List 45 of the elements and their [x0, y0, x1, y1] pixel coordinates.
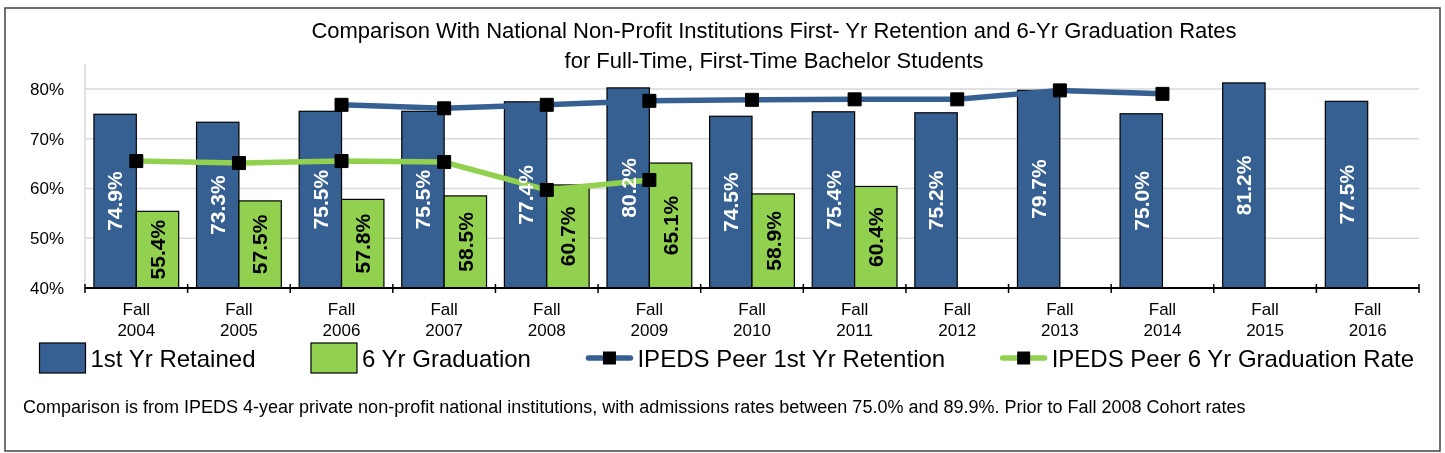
- legend-label: IPEDS Peer 6 Yr Graduation Rate: [1051, 344, 1415, 372]
- x-tick-label: Fall 2015: [1246, 300, 1284, 340]
- data-label: 60.4%: [864, 207, 888, 267]
- data-label: 60.7%: [556, 206, 580, 267]
- data-label: 58.9%: [761, 210, 785, 271]
- data-label: 75.5%: [308, 169, 332, 230]
- x-tick-label: Fall 2011: [836, 300, 873, 340]
- text: Comparison is from IPEDS 4-year private non-profit national institutions, with admissions rates between 75.0% and 89.9%. Prior to Fall 2008 Cohort rates: [23, 397, 1246, 417]
- data-label: 57.5%: [248, 214, 272, 275]
- data-label: 73.3%: [206, 175, 230, 235]
- x-tick-label: Fall 2005: [220, 300, 258, 340]
- data-label: 77.4%: [513, 164, 537, 225]
- data-label: 74.9%: [103, 171, 127, 231]
- data-label: 75.4%: [821, 169, 845, 230]
- x-tick-label: Fall 2006: [322, 300, 361, 340]
- x-tick-label: Fall 2013: [1040, 300, 1079, 340]
- data-label: 81.2%: [1232, 155, 1256, 216]
- legend-label: 1st Yr Retained: [90, 344, 256, 372]
- data-label: 55.4%: [145, 219, 169, 280]
- x-tick-label: Fall 2016: [1348, 300, 1387, 340]
- data-label: 80.2%: [616, 157, 640, 218]
- x-tick-label: Fall 2012: [938, 300, 977, 340]
- y-tick-label: 60%: [29, 179, 64, 199]
- x-tick-label: Fall 2009: [630, 300, 669, 340]
- y-tick-label: 50%: [29, 229, 64, 249]
- x-tick-label: Fall 2014: [1143, 300, 1182, 340]
- y-tick-label: 70%: [29, 129, 64, 149]
- chart-title: Comparison With National Non-Profit Institutions First- Yr Retention and 6-Yr Graduation Rates for Full-Time, First-Time Bachelor Students: [311, 18, 1237, 73]
- legend-label: IPEDS Peer 1st Yr Retention: [637, 344, 946, 372]
- x-tick-label: Fall 2008: [527, 300, 566, 340]
- data-label: 75.2%: [924, 170, 948, 231]
- y-tick-label: 40%: [29, 278, 64, 298]
- data-label: 75.0%: [1129, 170, 1153, 231]
- data-label: 74.5%: [719, 172, 743, 232]
- data-label: 79.7%: [1027, 159, 1051, 219]
- legend-label: 6 Yr Graduation: [361, 344, 531, 372]
- data-label: 57.8%: [351, 213, 375, 274]
- x-tick-label: Fall 2010: [733, 300, 771, 340]
- data-label: 65.1%: [658, 195, 682, 256]
- y-tick-label: 80%: [29, 79, 64, 99]
- data-label: 75.5%: [411, 169, 435, 230]
- data-label: 77.5%: [1334, 164, 1358, 225]
- data-label: 58.5%: [453, 211, 477, 272]
- x-tick-label: Fall 2004: [117, 300, 156, 340]
- x-tick-label: Fall 2007: [425, 300, 464, 340]
